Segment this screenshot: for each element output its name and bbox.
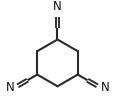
Text: N: N bbox=[100, 81, 109, 94]
Text: N: N bbox=[53, 0, 61, 13]
Text: N: N bbox=[5, 81, 14, 94]
